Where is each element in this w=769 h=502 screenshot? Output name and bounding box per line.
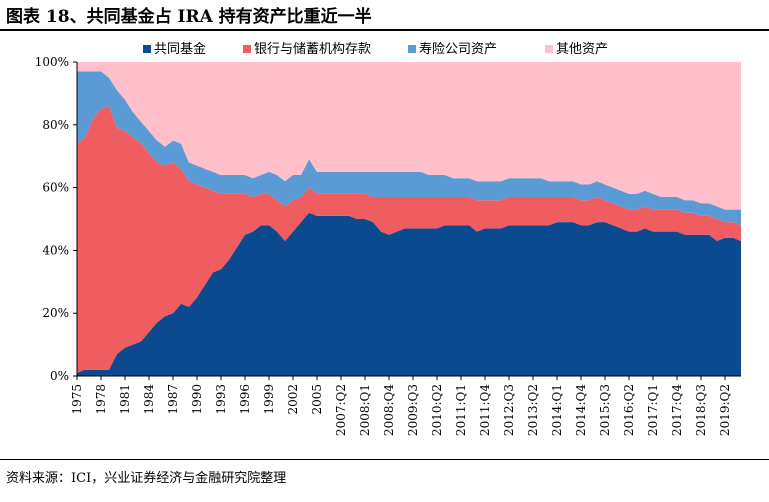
area-series-1 <box>77 212 741 376</box>
chart: 共同基金 银行与储蓄机构存款 寿险公司资产 其他资产 0% 20% 40% 60% 80% 10… <box>35 41 741 436</box>
x-tick-label: 1975 <box>70 384 84 415</box>
x-tick-label: 2007:Q2 <box>334 384 348 436</box>
y-tick-label: 40% <box>42 243 69 257</box>
y-tick-label: 100% <box>35 55 69 69</box>
x-tick-label: 2014:Q4 <box>574 384 588 436</box>
y-tick-label: 0% <box>50 369 69 383</box>
area-series-4 <box>77 62 741 210</box>
x-tick-label: 2008:Q4 <box>382 384 396 436</box>
legend-label-4: 其他资产 <box>556 42 608 57</box>
legend-label-2: 银行与储蓄机构存款 <box>254 42 371 57</box>
legend-label-1: 共同基金 <box>154 41 206 57</box>
x-tick-label: 2005 <box>310 384 324 415</box>
legend-swatch-3 <box>408 45 416 53</box>
x-tick-label: 2008:Q1 <box>358 384 372 436</box>
x-tick-label: 2002 <box>286 384 300 415</box>
x-tick-label: 1993 <box>214 384 228 415</box>
x-tick-label: 1978 <box>94 384 108 415</box>
y-tick-label: 80% <box>42 118 69 132</box>
x-tick-label: 2013:Q2 <box>526 384 540 436</box>
legend-swatch-1 <box>143 45 151 53</box>
area-series-3 <box>77 71 741 226</box>
x-tick-label: 1987 <box>166 384 180 415</box>
x-tick-label: 1996 <box>238 384 252 415</box>
area-series-2 <box>77 106 741 373</box>
x-tick-label: 2016:Q2 <box>622 384 636 436</box>
x-tick-label: 2012:Q3 <box>502 384 516 436</box>
legend-label-3: 寿险公司资产 <box>419 42 497 57</box>
axes: 0% 20% 40% 60% 80% 100% 1975 1978 1981 1984 1987 19… <box>35 55 741 436</box>
y-tick-label: 60% <box>42 181 69 195</box>
x-tick-label: 2017:Q4 <box>670 384 684 436</box>
x-tick-label: 2011:Q4 <box>478 384 492 436</box>
source-note: 资料来源：ICI，兴业证券经济与金融研究院整理 <box>6 471 287 486</box>
x-tick-label: 2014:Q1 <box>550 384 564 436</box>
title-divider <box>0 29 769 31</box>
x-tick-label: 1999 <box>262 384 276 415</box>
x-tick-label: 2011:Q1 <box>454 384 468 436</box>
chart-title: 图表 18、共同基金占 IRA 持有资产比重近一半 <box>6 7 372 27</box>
y-tick-label: 20% <box>42 306 69 320</box>
legend: 共同基金 银行与储蓄机构存款 寿险公司资产 其他资产 <box>143 41 608 57</box>
area-series <box>77 62 741 376</box>
x-tick-label: 2009:Q3 <box>406 384 420 436</box>
x-tick-label: 2018:Q3 <box>694 384 708 436</box>
x-tick-label: 2015:Q3 <box>598 384 612 436</box>
x-tick-label: 1984 <box>142 384 156 415</box>
x-tick-label: 1990 <box>190 384 204 415</box>
legend-swatch-2 <box>243 45 251 53</box>
x-tick-label: 2017:Q1 <box>646 384 660 436</box>
legend-swatch-4 <box>545 45 553 53</box>
x-tick-label: 2019:Q2 <box>718 384 732 436</box>
x-tick-label: 1981 <box>118 384 132 415</box>
x-tick-label: 2010:Q2 <box>430 384 444 436</box>
source-divider <box>0 459 769 460</box>
